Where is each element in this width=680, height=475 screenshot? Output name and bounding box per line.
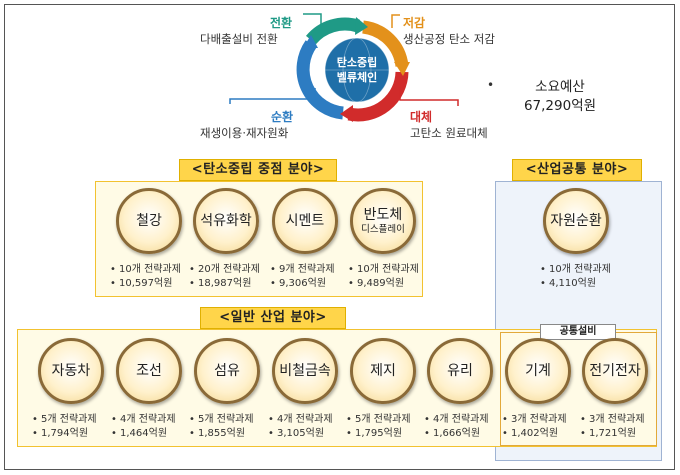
circle-label: 제지: [370, 362, 396, 379]
circle-label: 기계: [525, 362, 551, 379]
task-count: 10개 전략과제: [549, 264, 611, 275]
carbon-banner: <탄소중립 중점 분야>: [179, 159, 337, 181]
circle-textile: 섬유: [194, 338, 260, 404]
circle-resource-circulation: 자원순환: [543, 188, 609, 254]
common-equipment-label: 공통설비: [540, 324, 616, 340]
cycle-head-circulation: 순환: [271, 110, 294, 124]
general-banner: <일반 산업 분야>: [200, 307, 346, 329]
info-shipbuilding: • 4개 전략과제 • 1,464억원: [111, 414, 176, 439]
common-industry-banner: <산업공통 분야>: [512, 159, 642, 181]
info-semiconductor: • 10개 전략과제 • 9,489억원: [348, 264, 419, 289]
info-resource-circulation: • 10개 전략과제 • 4,110억원: [540, 264, 611, 289]
info-electric-electronic: • 3개 전략과제 • 1,721억원: [580, 414, 645, 439]
task-count: 3개 전략과제: [511, 414, 567, 425]
connector-bottom-left: [229, 88, 316, 104]
budget-value: 1,795억원: [355, 428, 403, 439]
task-count: 5개 전략과제: [41, 414, 97, 425]
cycle-arc-red: [347, 71, 409, 122]
task-count: 20개 전략과제: [198, 264, 260, 275]
circle-label: 조선: [136, 362, 162, 379]
info-machinery: • 3개 전략과제 • 1,402억원: [502, 414, 567, 439]
budget-value: 4,110억원: [549, 278, 597, 289]
info-petrochemical: • 20개 전략과제 • 18,987억원: [189, 264, 260, 289]
task-count: 4개 전략과제: [433, 414, 489, 425]
connector-top-left: [303, 13, 322, 30]
info-steel: • 10개 전략과제 • 10,597억원: [110, 264, 181, 289]
budget-value: 10,597억원: [119, 278, 173, 289]
cycle-arrow-teal: [355, 17, 368, 35]
budget-value: 1,855억원: [198, 428, 246, 439]
cycle-center-line1: 탄소중립: [336, 56, 378, 69]
circle-steel: 철강: [116, 188, 182, 254]
task-count: 5개 전략과제: [355, 414, 411, 425]
info-automobile: • 5개 전략과제 • 1,794억원: [32, 414, 97, 439]
circle-automobile: 자동차: [38, 338, 104, 404]
circle-glass: 유리: [427, 338, 493, 404]
circle-cement: 시멘트: [272, 188, 338, 254]
info-paper: • 5개 전략과제 • 1,795억원: [346, 414, 411, 439]
budget-value: 3,105억원: [277, 428, 325, 439]
cycle-head-reduction: 저감: [403, 16, 426, 30]
cycle-sub-transition: 다배출설비 전환: [200, 32, 278, 46]
cycle-arrow-blue: [303, 35, 318, 48]
budget-bullet: •: [487, 78, 495, 92]
connector-bottom-right: [399, 87, 459, 106]
cycle-arrow-red: [340, 105, 353, 122]
circle-label: 시멘트: [285, 212, 325, 229]
budget-value: 1,666억원: [433, 428, 481, 439]
info-cement: • 9개 전략과제 • 9,306억원: [270, 264, 335, 289]
connector-top-right: [391, 14, 400, 28]
budget-value: 9,489억원: [357, 278, 405, 289]
globe-icon: [325, 38, 389, 102]
budget-label: 소요예산: [535, 79, 585, 95]
info-glass: • 4개 전략과제 • 1,666억원: [424, 414, 489, 439]
task-count: 4개 전략과제: [277, 414, 333, 425]
circle-label: 철강: [136, 212, 162, 229]
circle-label: 석유화학: [200, 212, 252, 229]
cycle-arrow-orange: [394, 62, 410, 76]
budget-block: 소요예산 67,290억원: [515, 78, 605, 116]
circle-label: 비철금속: [279, 362, 331, 379]
circle-label: 반도체: [363, 206, 403, 223]
cycle-center-line2: 벨류체인: [336, 71, 378, 84]
circle-label: 유리: [447, 362, 473, 379]
task-count: 9개 전략과제: [279, 264, 335, 275]
cycle-head-substitution: 대체: [410, 110, 433, 124]
cycle-arc-orange: [361, 20, 409, 68]
budget-value: 18,987억원: [198, 278, 252, 289]
budget-value: 9,306억원: [279, 278, 327, 289]
circle-paper: 제지: [350, 338, 416, 404]
cycle-arc-blue: [296, 40, 344, 120]
cycle-sub-reduction: 생산공정 탄소 저감: [403, 32, 495, 46]
budget-value: 1,464억원: [120, 428, 168, 439]
budget-value: 1,721억원: [589, 428, 637, 439]
circle-label: 자동차: [51, 362, 91, 379]
circle-petrochemical: 석유화학: [193, 188, 259, 254]
budget-value: 1,794억원: [41, 428, 89, 439]
task-count: 5개 전략과제: [198, 414, 254, 425]
task-count: 4개 전략과제: [120, 414, 176, 425]
task-count: 3개 전략과제: [589, 414, 645, 425]
value-chain-cycle: [229, 13, 459, 122]
budget-amount: 67,290억원: [523, 98, 597, 114]
circle-machinery: 기계: [505, 338, 571, 404]
circle-sublabel: 디스플레이: [361, 223, 405, 235]
circle-semiconductor: 반도체 디스플레이: [350, 188, 416, 254]
info-nonferrous: • 4개 전략과제 • 3,105억원: [268, 414, 333, 439]
circle-shipbuilding: 조선: [116, 338, 182, 404]
cycle-sub-circulation: 재생이용·재자원화: [200, 126, 289, 140]
circle-label: 전기전자: [589, 362, 641, 379]
circle-nonferrous: 비철금속: [272, 338, 338, 404]
task-count: 10개 전략과제: [357, 264, 419, 275]
info-textile: • 5개 전략과제 • 1,855억원: [189, 414, 254, 439]
budget-value: 1,402억원: [511, 428, 559, 439]
cycle-head-transition: 전환: [270, 16, 293, 30]
task-count: 10개 전략과제: [119, 264, 181, 275]
circle-electric-electronic: 전기전자: [582, 338, 648, 404]
circle-label: 섬유: [214, 362, 240, 379]
cycle-arc-teal: [305, 17, 360, 45]
circle-label: 자원순환: [550, 212, 602, 229]
cycle-sub-substitution: 고탄소 원료대체: [410, 126, 488, 140]
